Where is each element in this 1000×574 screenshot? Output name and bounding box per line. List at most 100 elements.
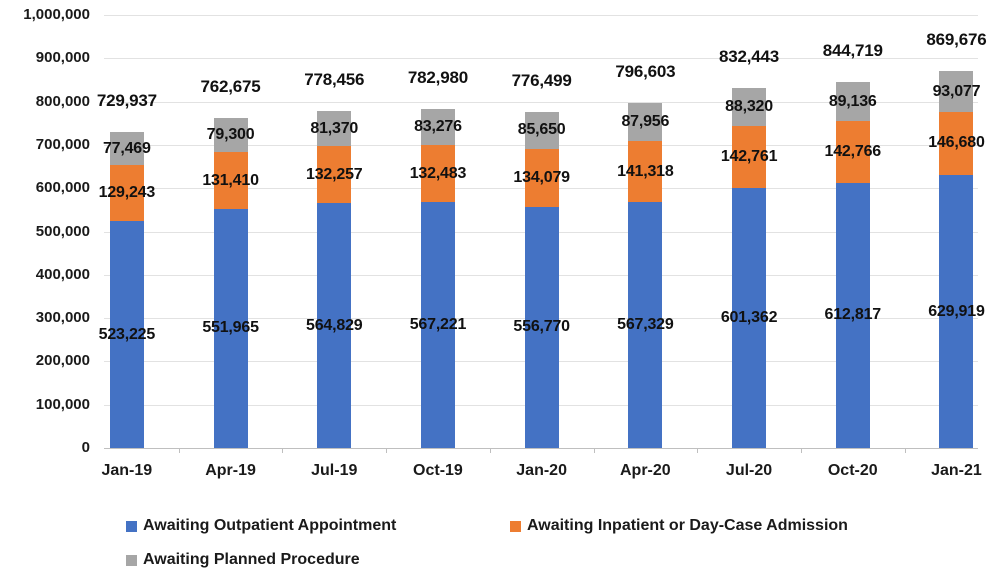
bar-segment-awaiting-planned-procedure — [939, 71, 974, 112]
x-tick-label: Jan-19 — [101, 462, 153, 479]
x-tick-label: Apr-20 — [620, 462, 671, 479]
bar-segment-awaiting-planned-procedure — [835, 82, 870, 121]
bar-segment-awaiting-inpatient-or-day-case-admission — [524, 148, 559, 207]
bar-segment-awaiting-outpatient-appointment — [317, 203, 352, 448]
x-axis-tick — [178, 448, 180, 453]
segment-value-label: 142,766 — [824, 142, 882, 160]
bar-segment-awaiting-outpatient-appointment — [835, 182, 870, 448]
x-tick-label: Jan-20 — [516, 462, 567, 479]
bar-segment-awaiting-inpatient-or-day-case-admission — [835, 120, 870, 183]
x-tick-label: Oct-20 — [827, 462, 878, 479]
bar-segment-awaiting-planned-procedure — [420, 108, 455, 146]
y-gridline — [104, 58, 978, 60]
legend-item-awaiting-outpatient-appointment: Awaiting Outpatient Appointment — [126, 516, 396, 536]
bar-segment-awaiting-inpatient-or-day-case-admission — [628, 141, 663, 203]
total-value-label: 778,456 — [304, 69, 365, 89]
segment-value-label: 132,257 — [306, 165, 363, 183]
y-gridline — [104, 15, 978, 16]
y-tick-label: 900,000 — [35, 49, 90, 67]
bar-segment-awaiting-planned-procedure — [524, 111, 559, 149]
segment-value-label: 79,300 — [206, 125, 255, 143]
bar-segment-awaiting-planned-procedure — [628, 103, 663, 142]
total-value-label: 729,937 — [96, 90, 157, 110]
x-axis-tick — [386, 448, 388, 453]
legend-swatch-blue — [126, 520, 137, 532]
legend: Awaiting Outpatient Appointment Awaiting… — [0, 506, 1000, 574]
segment-value-label: 85,650 — [517, 121, 566, 139]
x-axis-tick — [489, 448, 491, 453]
bar-segment-awaiting-inpatient-or-day-case-admission — [213, 152, 248, 209]
bar-segment-awaiting-inpatient-or-day-case-admission — [732, 125, 767, 188]
legend-item-awaiting-inpatient-or-day-case-admission: Awaiting Inpatient or Day-Case Admission — [510, 516, 848, 536]
segment-value-label: 567,221 — [409, 316, 467, 334]
x-tick-label: Jan-21 — [931, 462, 982, 479]
x-axis-tick — [593, 448, 595, 453]
bar-segment-awaiting-inpatient-or-day-case-admission — [109, 165, 144, 222]
y-tick-label: 200,000 — [35, 352, 90, 370]
y-tick-label: 0 — [81, 439, 90, 456]
bar-segment-awaiting-outpatient-appointment — [524, 206, 559, 448]
bar-segment-awaiting-outpatient-appointment — [732, 187, 767, 448]
segment-value-label: 93,077 — [932, 82, 981, 100]
y-tick-label: 500,000 — [35, 222, 90, 240]
segment-value-label: 83,276 — [414, 117, 462, 135]
total-value-label: 869,676 — [926, 30, 987, 50]
segment-value-label: 523,225 — [98, 325, 156, 343]
x-axis-line — [104, 448, 978, 449]
y-tick-label: 600,000 — [35, 179, 90, 197]
y-tick-label: 400,000 — [35, 265, 90, 283]
x-axis-tick — [697, 448, 699, 453]
segment-value-label: 89,136 — [828, 92, 877, 110]
x-axis-tick — [282, 448, 284, 453]
total-value-label: 782,980 — [407, 67, 468, 87]
total-value-label: 832,443 — [719, 46, 780, 66]
segment-value-label: 77,469 — [102, 139, 151, 157]
bar-segment-awaiting-inpatient-or-day-case-admission — [317, 146, 352, 204]
segment-value-label: 81,370 — [310, 119, 359, 137]
segment-value-label: 134,079 — [513, 168, 570, 186]
y-tick-label: 1,000,000 — [23, 6, 90, 23]
x-axis-tick — [904, 448, 906, 453]
x-tick-label: Jul-20 — [725, 462, 773, 479]
bar-segment-awaiting-planned-procedure — [109, 131, 144, 166]
segment-value-label: 629,919 — [928, 302, 985, 320]
legend-label: Awaiting Outpatient Appointment — [143, 517, 397, 534]
segment-value-label: 142,761 — [720, 147, 778, 165]
y-tick-label: 100,000 — [35, 395, 90, 413]
bar-segment-awaiting-planned-procedure — [732, 87, 767, 126]
x-tick-label: Oct-19 — [413, 462, 463, 479]
segment-value-label: 567,329 — [617, 316, 674, 334]
segment-value-label: 551,965 — [202, 319, 259, 337]
legend-item-awaiting-planned-procedure: Awaiting Planned Procedure — [126, 550, 360, 570]
segment-value-label: 146,680 — [928, 134, 985, 152]
bar-segment-awaiting-inpatient-or-day-case-admission — [420, 145, 455, 203]
x-tick-label: Apr-19 — [205, 462, 256, 479]
total-value-label: 762,675 — [200, 76, 261, 96]
legend-label: Awaiting Planned Procedure — [143, 551, 360, 568]
segment-value-label: 612,817 — [824, 306, 882, 324]
y-gridline — [104, 101, 978, 103]
segment-value-label: 87,956 — [621, 113, 670, 131]
y-tick-label: 800,000 — [35, 92, 90, 110]
bar-segment-awaiting-outpatient-appointment — [109, 221, 144, 448]
segment-value-label: 129,243 — [98, 184, 156, 202]
legend-swatch-gray — [126, 554, 137, 566]
segment-value-label: 564,829 — [306, 316, 363, 334]
bar-segment-awaiting-outpatient-appointment — [420, 202, 455, 448]
x-tick-label: Jul-19 — [311, 462, 358, 479]
bar-segment-awaiting-planned-procedure — [317, 110, 352, 147]
total-value-label: 844,719 — [822, 41, 883, 61]
segment-value-label: 132,483 — [409, 164, 467, 182]
total-value-label: 776,499 — [511, 70, 572, 90]
legend-swatch-orange — [510, 520, 521, 532]
segment-value-label: 131,410 — [202, 171, 259, 189]
y-tick-label: 700,000 — [35, 135, 90, 153]
segment-value-label: 601,362 — [720, 308, 778, 326]
bar-segment-awaiting-outpatient-appointment — [628, 202, 663, 448]
x-axis-tick — [800, 448, 802, 453]
bar-segment-awaiting-outpatient-appointment — [939, 175, 974, 448]
legend-label: Awaiting Inpatient or Day-Case Admission — [527, 517, 848, 534]
total-value-label: 796,603 — [615, 62, 676, 82]
bar-segment-awaiting-outpatient-appointment — [213, 208, 248, 448]
